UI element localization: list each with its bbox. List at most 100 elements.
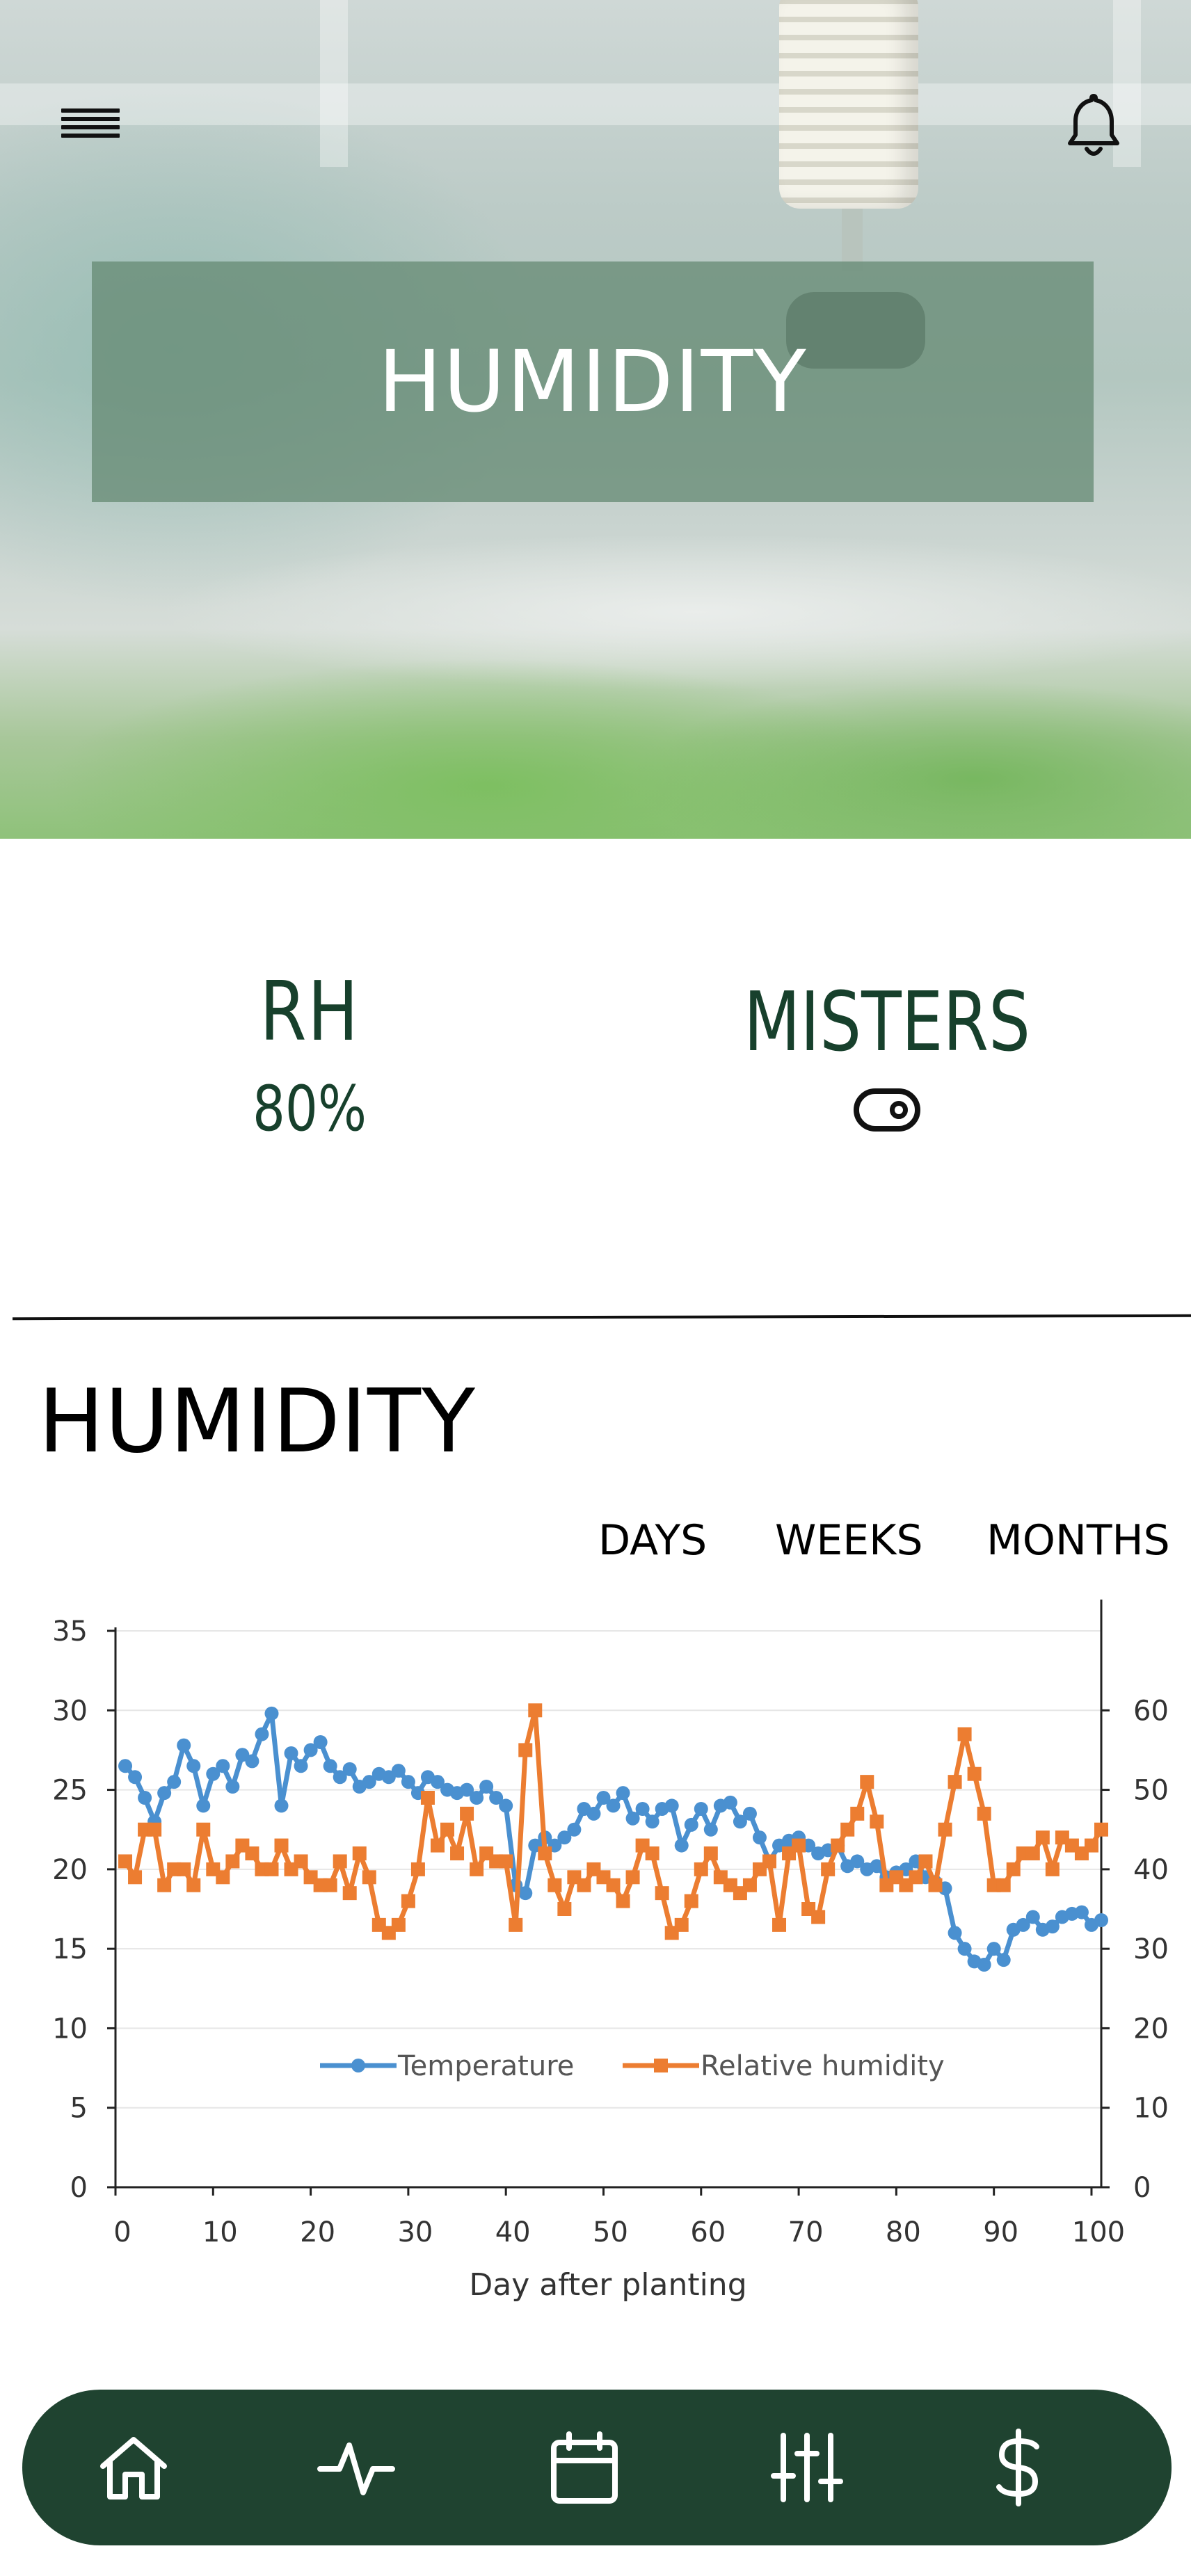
chart-point-temperature bbox=[664, 1798, 679, 1813]
chart-point-temperature bbox=[1016, 1917, 1030, 1932]
chart-point-temperature bbox=[460, 1782, 474, 1797]
chart-point-temperature bbox=[616, 1786, 630, 1801]
nav-calendar-icon[interactable] bbox=[543, 2426, 626, 2509]
tab-weeks[interactable]: WEEKS bbox=[775, 1516, 923, 1565]
chart-point-relative-humidity bbox=[616, 1894, 630, 1908]
hero-pipe-image bbox=[842, 209, 863, 271]
humidity-chart: 0 5 10 15 20 25 30 35 0 10 20 30 40 50 60 0 10 20 30 40 50 60… bbox=[52, 1600, 1169, 2303]
chart-point-temperature bbox=[996, 1953, 1011, 1967]
chart-x-tick-label: 30 bbox=[397, 2216, 433, 2248]
chart-point-relative-humidity bbox=[674, 1917, 689, 1932]
chart-point-relative-humidity bbox=[196, 1822, 211, 1837]
tab-days[interactable]: DAYS bbox=[598, 1516, 708, 1565]
chart-point-relative-humidity bbox=[225, 1854, 240, 1869]
chart-point-relative-humidity bbox=[420, 1791, 435, 1805]
chart-point-temperature bbox=[645, 1814, 660, 1829]
chart-point-relative-humidity bbox=[333, 1854, 347, 1869]
chart-point-relative-humidity bbox=[606, 1878, 621, 1892]
chart-point-temperature bbox=[342, 1762, 357, 1776]
chart-point-relative-humidity bbox=[460, 1806, 474, 1821]
chart-x-tick-label: 50 bbox=[593, 2216, 628, 2248]
chart-point-temperature bbox=[625, 1811, 640, 1826]
nav-home-icon[interactable] bbox=[92, 2426, 175, 2509]
chart-point-relative-humidity bbox=[977, 1806, 991, 1821]
chart-point-temperature bbox=[118, 1759, 133, 1773]
chart-point-relative-humidity bbox=[557, 1902, 572, 1916]
hero-background-beam bbox=[0, 83, 1191, 125]
chart-series-line-relative-humidity bbox=[123, 1707, 1103, 1935]
chart-point-relative-humidity bbox=[509, 1917, 523, 1932]
chart-point-temperature bbox=[499, 1798, 513, 1813]
chart-point-relative-humidity bbox=[703, 1846, 718, 1860]
chart-point-relative-humidity bbox=[362, 1870, 376, 1885]
chart-point-temperature bbox=[362, 1775, 376, 1789]
chart-point-relative-humidity bbox=[391, 1917, 406, 1932]
misters-toggle-icon[interactable] bbox=[854, 1088, 920, 1132]
chart-point-relative-humidity bbox=[742, 1878, 757, 1892]
chart-y-tick-label: 25 bbox=[52, 1775, 88, 1807]
chart-x-tick-label: 40 bbox=[495, 2216, 531, 2248]
tab-months[interactable]: MONTHS bbox=[986, 1516, 1170, 1565]
misters-label: MISTERS bbox=[743, 974, 1031, 1070]
hamburger-menu-icon[interactable] bbox=[61, 108, 120, 147]
chart-point-temperature bbox=[586, 1806, 601, 1821]
chart-point-relative-humidity bbox=[499, 1854, 513, 1869]
chart-point-temperature bbox=[742, 1806, 757, 1821]
chart-point-temperature bbox=[274, 1798, 289, 1813]
chart-point-relative-humidity bbox=[470, 1862, 484, 1876]
bell-icon[interactable] bbox=[1064, 92, 1123, 161]
chart-y2-tick-label: 20 bbox=[1133, 2013, 1169, 2045]
chart-point-temperature bbox=[470, 1791, 484, 1805]
nav-activity-icon[interactable] bbox=[314, 2426, 398, 2509]
chart-y-tick-label: 30 bbox=[52, 1695, 88, 1727]
chart-point-temperature bbox=[986, 1942, 1001, 1956]
chart-point-relative-humidity bbox=[821, 1862, 836, 1876]
chart-point-relative-humidity bbox=[547, 1878, 562, 1892]
chart-x-tick-label: 10 bbox=[202, 2216, 238, 2248]
chart-point-temperature bbox=[196, 1798, 211, 1813]
chart-point-temperature bbox=[703, 1822, 718, 1837]
chart-point-temperature bbox=[723, 1795, 737, 1810]
chart-point-relative-humidity bbox=[811, 1910, 826, 1924]
chart-point-relative-humidity bbox=[274, 1838, 289, 1853]
hero-section: HUMIDITY bbox=[0, 0, 1191, 839]
chart-point-relative-humidity bbox=[967, 1766, 982, 1781]
chart-point-temperature bbox=[294, 1759, 308, 1773]
chart-point-temperature bbox=[684, 1817, 698, 1832]
chart-point-relative-humidity bbox=[762, 1854, 776, 1869]
chart-y2-tick-label: 50 bbox=[1133, 1775, 1169, 1807]
chart-point-relative-humidity bbox=[177, 1862, 191, 1876]
rh-value: 80% bbox=[252, 1072, 367, 1145]
chart-point-relative-humidity bbox=[870, 1814, 884, 1829]
nav-dollar-icon[interactable] bbox=[977, 2426, 1060, 2509]
nav-sliders-icon[interactable] bbox=[765, 2426, 849, 2509]
hero-background-post bbox=[1113, 0, 1141, 167]
chart-point-temperature bbox=[138, 1791, 152, 1805]
chart-point-relative-humidity bbox=[186, 1878, 201, 1892]
chart-point-temperature bbox=[225, 1780, 240, 1794]
chart-point-temperature bbox=[245, 1754, 259, 1769]
range-tabs: DAYS WEEKS MONTHS bbox=[598, 1516, 1176, 1572]
chart-point-relative-humidity bbox=[957, 1727, 972, 1741]
chart-x-tick-label: 20 bbox=[300, 2216, 335, 2248]
rh-stat: RH 80% bbox=[170, 966, 449, 1145]
chart-point-temperature bbox=[206, 1766, 221, 1781]
hero-background-post bbox=[320, 0, 348, 167]
chart-point-temperature bbox=[313, 1735, 328, 1749]
chart-point-temperature bbox=[430, 1775, 445, 1789]
chart-y2-tick-label: 10 bbox=[1133, 2093, 1169, 2125]
chart-point-temperature bbox=[850, 1854, 865, 1869]
chart-point-temperature bbox=[216, 1759, 230, 1773]
chart-point-relative-humidity bbox=[1084, 1838, 1098, 1853]
chart-x-tick-label: 100 bbox=[1072, 2216, 1125, 2248]
chart-y-tick-label: 0 bbox=[70, 2172, 88, 2204]
bottom-nav bbox=[22, 2390, 1172, 2545]
chart-point-relative-humidity bbox=[645, 1846, 660, 1860]
chart-point-temperature bbox=[518, 1886, 533, 1901]
chart-y2-tick-label: 60 bbox=[1133, 1695, 1169, 1727]
chart-point-relative-humidity bbox=[538, 1846, 552, 1860]
chart-point-temperature bbox=[1094, 1913, 1108, 1927]
chart-point-relative-humidity bbox=[342, 1886, 357, 1901]
chart-point-relative-humidity bbox=[577, 1878, 591, 1892]
chart-point-temperature bbox=[489, 1791, 504, 1805]
